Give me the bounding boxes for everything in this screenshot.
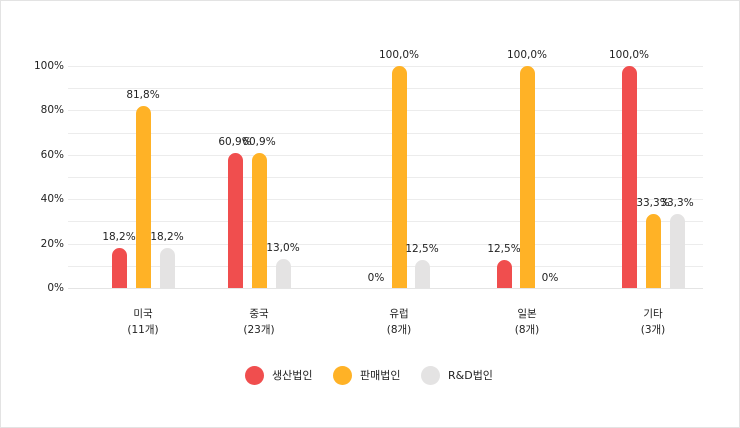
category-count: (3개) bbox=[640, 324, 666, 336]
gridline bbox=[68, 133, 703, 134]
x-axis-category-label: 유럽 (8개) bbox=[359, 306, 439, 338]
chart-legend: 생산법인 판매법인 R&D법인 bbox=[0, 364, 740, 386]
bar-production bbox=[227, 152, 243, 288]
bar-sales bbox=[645, 214, 661, 288]
category-count: (8개) bbox=[514, 324, 540, 336]
y-axis-tick-label: 60% bbox=[40, 149, 64, 161]
legend-swatch-icon bbox=[421, 365, 440, 385]
value-label: 13,0% bbox=[266, 242, 300, 255]
x-axis-category-label: 미국 (11개) bbox=[103, 306, 183, 338]
y-axis-tick-label: 20% bbox=[40, 238, 64, 250]
category-count: (8개) bbox=[386, 324, 412, 336]
gridline bbox=[68, 221, 703, 222]
value-label: 100,0% bbox=[506, 49, 548, 61]
category-name: 중국 bbox=[249, 308, 269, 320]
value-label: 81,8% bbox=[126, 89, 160, 102]
category-name: 일본 bbox=[517, 308, 537, 320]
category-count: (23개) bbox=[243, 324, 275, 336]
value-label: 0% bbox=[367, 272, 385, 284]
value-label: 12,5% bbox=[487, 243, 521, 256]
bar-production bbox=[621, 66, 637, 288]
legend-label: R&D법인 bbox=[448, 369, 493, 382]
legend-item[interactable]: R&D법인 bbox=[421, 364, 493, 386]
gridline bbox=[68, 266, 703, 267]
bar-rnd bbox=[159, 247, 175, 288]
bar-rnd bbox=[275, 259, 291, 288]
value-label: 60,9% bbox=[242, 135, 276, 148]
category-name: 미국 bbox=[133, 308, 153, 320]
value-label: 33,3% bbox=[660, 197, 694, 210]
gridline bbox=[68, 199, 703, 200]
value-label: 18,2% bbox=[150, 230, 184, 243]
gridline bbox=[68, 244, 703, 245]
value-label: 18,2% bbox=[102, 230, 136, 243]
value-label: 12,5% bbox=[405, 243, 439, 256]
gridline bbox=[68, 288, 703, 289]
bar-production bbox=[496, 260, 512, 288]
gridline bbox=[68, 66, 703, 67]
legend-label: 생산법인 bbox=[272, 369, 313, 382]
bar-sales bbox=[391, 66, 407, 288]
legend-label: 판매법인 bbox=[360, 369, 401, 382]
value-label: 33,3% bbox=[636, 197, 670, 210]
legend-swatch-icon bbox=[333, 365, 352, 385]
y-axis-tick-label: 80% bbox=[40, 104, 64, 116]
category-name: 기타 bbox=[643, 308, 663, 320]
y-axis-tick-label: 100% bbox=[33, 60, 64, 72]
bar-sales bbox=[135, 106, 151, 288]
y-axis-tick-label: 40% bbox=[40, 193, 64, 205]
category-name: 유럽 bbox=[389, 308, 409, 320]
bar-sales bbox=[251, 152, 267, 288]
gridline bbox=[68, 88, 703, 89]
value-label: 60,9% bbox=[218, 135, 252, 148]
bar-production bbox=[111, 247, 127, 288]
x-axis-category-label: 중국 (23개) bbox=[219, 306, 299, 338]
x-axis-category-label: 일본 (8개) bbox=[487, 306, 567, 338]
gridline bbox=[68, 110, 703, 111]
legend-item[interactable]: 생산법인 bbox=[245, 364, 312, 386]
legend-swatch-icon bbox=[245, 365, 264, 385]
y-axis-tick-label: 0% bbox=[47, 282, 64, 294]
legend-item[interactable]: 판매법인 bbox=[333, 364, 400, 386]
bar-rnd bbox=[414, 260, 430, 288]
value-label: 0% bbox=[541, 272, 559, 284]
bar-rnd bbox=[669, 214, 685, 288]
gridline bbox=[68, 177, 703, 178]
value-label: 100,0% bbox=[378, 49, 420, 61]
category-count: (11개) bbox=[127, 324, 159, 336]
bar-sales bbox=[519, 66, 535, 288]
x-axis-category-label: 기타 (3개) bbox=[613, 306, 693, 338]
value-label: 100,0% bbox=[608, 49, 650, 61]
gridline bbox=[68, 155, 703, 156]
